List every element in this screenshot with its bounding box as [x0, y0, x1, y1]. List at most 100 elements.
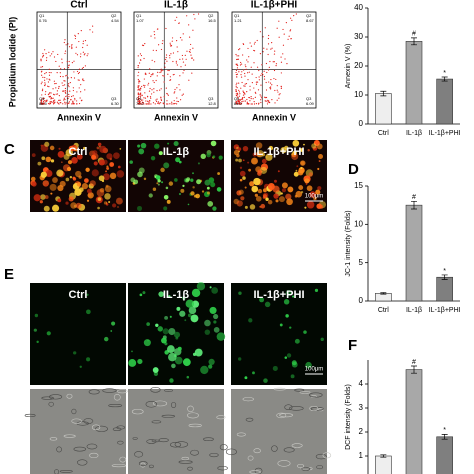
event-dot: [145, 103, 147, 105]
event-dot: [149, 100, 151, 102]
phase-cell: [276, 412, 287, 419]
event-dot: [147, 84, 149, 86]
quadrant-value: 8.67: [306, 18, 315, 23]
event-dot: [236, 92, 239, 95]
phase-image: [231, 389, 327, 474]
event-dot: [250, 45, 253, 47]
cell: [89, 180, 96, 187]
event-dot: [41, 94, 43, 96]
event-dot: [58, 95, 60, 97]
phase-cell: [111, 464, 127, 468]
event-dot: [179, 75, 181, 77]
event-dot: [249, 100, 251, 102]
phase-cell: [91, 424, 101, 431]
event-dot: [72, 101, 74, 103]
cell: [286, 353, 292, 358]
event-dot: [256, 39, 258, 42]
event-dot: [235, 94, 238, 97]
event-dot: [48, 96, 50, 98]
event-dot: [67, 97, 69, 100]
event-dot: [46, 99, 48, 101]
event-dot: [250, 98, 252, 100]
cell: [173, 141, 179, 147]
phase-cell: [245, 417, 254, 422]
cell: [208, 364, 213, 369]
event-dot: [191, 72, 193, 74]
phase-cell: [171, 401, 177, 409]
cell: [216, 187, 222, 192]
quadrant-name: Q4: [39, 96, 45, 101]
quadrant-value: 6.09: [306, 101, 315, 106]
event-dot: [43, 97, 45, 99]
event-dot: [76, 91, 78, 93]
cell: [244, 186, 247, 189]
event-dot: [254, 41, 256, 43]
cell: [40, 194, 46, 200]
cell: [233, 149, 240, 156]
event-dot: [79, 56, 82, 58]
cell: [65, 177, 70, 182]
cell: [213, 327, 220, 333]
event-dot: [288, 35, 290, 37]
flow-frame: [231, 11, 317, 109]
event-dot: [72, 87, 75, 89]
event-dot: [66, 61, 68, 63]
cell: [240, 196, 245, 201]
event-dot: [164, 62, 166, 64]
cell: [298, 185, 304, 190]
event-dot: [250, 103, 252, 105]
event-dot: [77, 33, 79, 35]
event-dot: [256, 66, 259, 68]
event-dot: [242, 43, 244, 45]
event-dot: [41, 65, 44, 68]
event-dot: [179, 36, 182, 39]
event-dot: [141, 94, 143, 97]
cell: [211, 287, 219, 294]
event-dot: [67, 43, 69, 45]
event-dot: [80, 91, 82, 93]
event-dot: [271, 42, 273, 44]
cell: [61, 161, 63, 163]
event-dot: [53, 80, 55, 82]
event-dot: [176, 100, 178, 102]
event-dot: [182, 58, 184, 60]
event-dot: [56, 101, 59, 103]
event-dot: [41, 90, 44, 92]
cell: [192, 352, 197, 357]
cell: [98, 159, 105, 166]
cell: [296, 165, 299, 168]
event-dot: [143, 86, 146, 88]
cell: [263, 378, 268, 383]
phase-cell: [41, 396, 54, 400]
event-dot: [156, 98, 158, 100]
event-dot: [247, 79, 249, 81]
event-dot: [241, 81, 243, 84]
error-bar: [441, 434, 448, 440]
cell: [212, 155, 216, 159]
event-dot: [68, 101, 71, 103]
cell: [185, 178, 190, 183]
event-dot: [179, 89, 181, 91]
event-dot: [64, 103, 66, 105]
cell: [109, 162, 115, 167]
event-dot: [172, 52, 175, 54]
event-dot: [240, 63, 243, 65]
cell: [105, 170, 107, 173]
phase-cell: [316, 465, 324, 470]
cell: [113, 152, 120, 159]
event-dot: [268, 101, 270, 103]
significance: #: [412, 359, 416, 366]
event-dot: [249, 42, 251, 44]
cell: [70, 202, 77, 209]
event-dot: [167, 69, 169, 72]
event-dot: [50, 101, 52, 103]
cell: [57, 184, 64, 192]
cell: [174, 356, 183, 365]
cell: [315, 189, 321, 195]
cell: [210, 140, 217, 147]
event-dot: [173, 103, 175, 105]
event-dot: [160, 88, 162, 90]
cell: [306, 201, 315, 209]
event-dot: [45, 91, 47, 93]
cell: [43, 205, 50, 212]
